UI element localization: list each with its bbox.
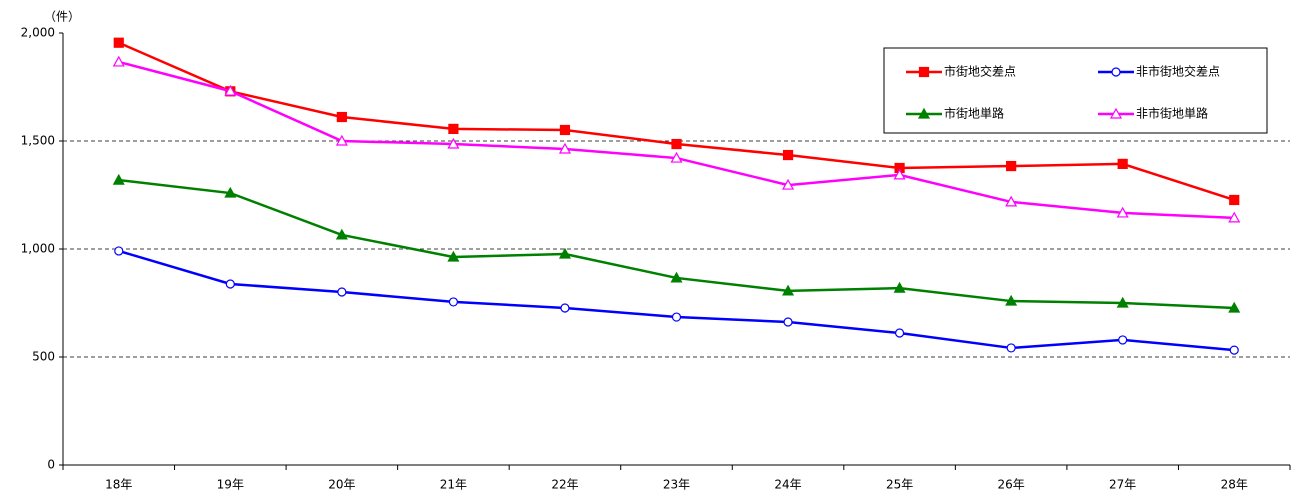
marker [1229, 345, 1239, 355]
marker [448, 123, 459, 135]
marker [1005, 294, 1018, 306]
x-tick-label: 27年 [1109, 478, 1136, 492]
y-tick-label: 500 [32, 350, 55, 364]
marker [893, 168, 906, 180]
marker [558, 247, 571, 259]
marker [893, 281, 906, 293]
marker [560, 303, 570, 313]
marker [782, 284, 795, 296]
marker [448, 297, 459, 307]
marker [114, 246, 124, 256]
y-tick-label: 1,500 [21, 134, 55, 148]
marker [559, 124, 571, 136]
marker [1118, 335, 1128, 345]
x-tick-label: 19年 [217, 478, 244, 492]
marker [1117, 158, 1128, 169]
x-tick-label: 22年 [551, 478, 578, 492]
marker [112, 173, 125, 185]
marker [225, 279, 235, 289]
marker [447, 250, 460, 262]
marker [1005, 195, 1018, 207]
y-unit: （件） [44, 10, 80, 24]
marker [112, 55, 125, 67]
marker [558, 142, 571, 154]
marker [670, 271, 683, 283]
legend-label: 市街地単路 [944, 106, 1004, 121]
marker [336, 111, 347, 123]
marker [783, 317, 793, 327]
y-tick-label: 1,000 [21, 242, 55, 256]
marker [337, 287, 347, 297]
x-tick-label: 24年 [774, 478, 801, 492]
x-tick-label: 26年 [997, 478, 1024, 492]
legend-label: 非市街地単路 [1136, 106, 1208, 121]
marker [1006, 343, 1016, 353]
marker [113, 37, 124, 48]
series-line [118, 249, 1235, 352]
marker [1109, 107, 1123, 119]
marker [670, 151, 683, 163]
marker [447, 137, 460, 149]
legend-box [883, 47, 1268, 134]
marker [1116, 296, 1129, 308]
marker [1111, 67, 1121, 77]
legend-label: 非市街地交差点 [1136, 64, 1220, 79]
marker [782, 149, 794, 161]
marker [894, 328, 905, 338]
marker [224, 84, 237, 96]
x-tick-label: 21年 [440, 478, 467, 492]
y-tick-label: 0 [47, 458, 55, 472]
marker [1228, 211, 1241, 223]
marker [335, 228, 348, 240]
y-tick-label: 2,000 [21, 26, 55, 40]
x-tick-label: 18年 [105, 478, 132, 492]
marker [918, 66, 930, 78]
marker [224, 186, 237, 198]
x-tick-label: 20年 [328, 478, 355, 492]
marker [917, 107, 931, 119]
x-tick-label: 28年 [1221, 478, 1248, 492]
marker [335, 134, 348, 146]
x-tick-label: 25年 [886, 478, 913, 492]
marker [1006, 160, 1017, 172]
legend-label: 市街地交差点 [944, 64, 1016, 79]
x-tick-label: 23年 [663, 478, 690, 492]
marker [1116, 206, 1129, 218]
marker [1228, 301, 1241, 313]
marker [782, 178, 795, 190]
marker [671, 138, 682, 150]
marker [671, 312, 682, 322]
marker [1229, 194, 1240, 206]
